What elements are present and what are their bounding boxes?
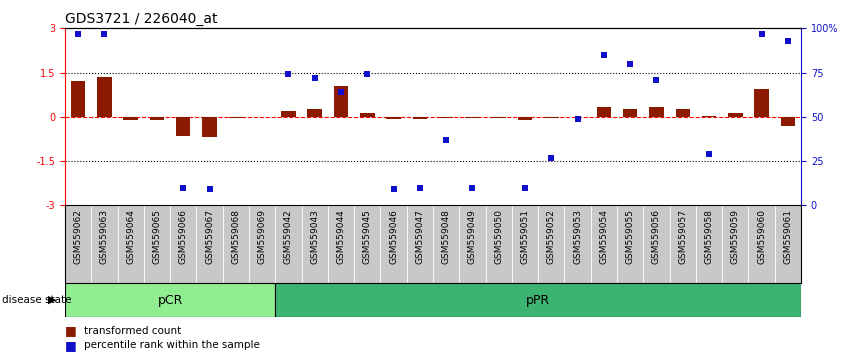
Point xyxy=(754,31,768,36)
Text: GSM559054: GSM559054 xyxy=(599,209,609,264)
Text: GSM559049: GSM559049 xyxy=(468,209,477,264)
Text: ■: ■ xyxy=(65,339,77,352)
Point xyxy=(650,77,663,82)
Bar xyxy=(333,86,348,117)
Text: GSM559048: GSM559048 xyxy=(442,209,450,264)
Bar xyxy=(71,81,86,117)
Text: disease state: disease state xyxy=(2,295,71,305)
Bar xyxy=(439,117,454,118)
Text: GSM559044: GSM559044 xyxy=(337,209,346,264)
Point xyxy=(281,72,295,77)
Bar xyxy=(571,117,585,118)
Bar xyxy=(492,117,506,118)
Bar xyxy=(386,117,401,119)
Point xyxy=(439,137,453,143)
Point xyxy=(98,31,112,36)
Bar xyxy=(281,111,295,117)
Text: GSM559064: GSM559064 xyxy=(126,209,135,264)
Text: ■: ■ xyxy=(65,325,77,337)
Text: GSM559042: GSM559042 xyxy=(284,209,293,264)
Bar xyxy=(597,107,611,117)
Bar xyxy=(124,117,138,120)
Text: GSM559061: GSM559061 xyxy=(784,209,792,264)
Bar xyxy=(780,117,795,126)
Bar xyxy=(518,117,533,120)
Point xyxy=(466,185,480,190)
Bar xyxy=(150,117,165,120)
Bar xyxy=(754,89,769,117)
Bar xyxy=(465,117,480,118)
Text: GSM559060: GSM559060 xyxy=(757,209,766,264)
Text: ▶: ▶ xyxy=(48,295,56,305)
Text: GSM559062: GSM559062 xyxy=(74,209,82,264)
Bar xyxy=(675,109,690,117)
Text: GSM559050: GSM559050 xyxy=(494,209,503,264)
Point xyxy=(571,116,585,121)
Text: GSM559059: GSM559059 xyxy=(731,209,740,264)
Bar xyxy=(701,116,716,117)
Text: GSM559057: GSM559057 xyxy=(678,209,688,264)
Bar xyxy=(650,107,663,117)
Text: percentile rank within the sample: percentile rank within the sample xyxy=(84,340,260,350)
Bar xyxy=(544,117,559,118)
Text: GSM559055: GSM559055 xyxy=(625,209,635,264)
Point xyxy=(177,185,191,190)
Point xyxy=(413,185,427,190)
Point xyxy=(545,155,559,160)
Bar xyxy=(97,77,112,117)
Point xyxy=(203,187,216,192)
Bar xyxy=(307,109,322,117)
Point xyxy=(386,187,400,192)
Text: GSM559069: GSM559069 xyxy=(257,209,267,264)
Bar xyxy=(229,117,243,118)
Text: transformed count: transformed count xyxy=(84,326,181,336)
Point xyxy=(597,52,611,58)
Text: GSM559066: GSM559066 xyxy=(178,209,188,264)
Bar xyxy=(623,109,637,117)
Text: GSM559046: GSM559046 xyxy=(389,209,398,264)
Text: GSM559053: GSM559053 xyxy=(573,209,582,264)
Point xyxy=(307,75,321,81)
Text: GSM559058: GSM559058 xyxy=(705,209,714,264)
Bar xyxy=(728,113,742,117)
Point xyxy=(624,61,637,67)
Text: GSM559045: GSM559045 xyxy=(363,209,372,264)
Point xyxy=(518,185,532,190)
Text: GSM559043: GSM559043 xyxy=(310,209,320,264)
Text: GSM559063: GSM559063 xyxy=(100,209,109,264)
Point xyxy=(71,31,85,36)
Bar xyxy=(65,283,275,317)
Bar xyxy=(412,117,427,119)
Text: pPR: pPR xyxy=(526,293,550,307)
Point xyxy=(360,72,374,77)
Point xyxy=(334,89,348,95)
Text: GDS3721 / 226040_at: GDS3721 / 226040_at xyxy=(65,12,217,26)
Point xyxy=(781,38,795,44)
Bar xyxy=(275,283,801,317)
Point xyxy=(702,151,716,157)
Bar xyxy=(176,117,191,136)
Text: GSM559051: GSM559051 xyxy=(520,209,529,264)
Bar xyxy=(203,117,216,137)
Bar xyxy=(360,113,374,117)
Text: GSM559065: GSM559065 xyxy=(152,209,161,264)
Text: GSM559047: GSM559047 xyxy=(416,209,424,264)
Text: pCR: pCR xyxy=(158,293,183,307)
Text: GSM559067: GSM559067 xyxy=(205,209,214,264)
Text: GSM559068: GSM559068 xyxy=(231,209,241,264)
Text: GSM559056: GSM559056 xyxy=(652,209,661,264)
Text: GSM559052: GSM559052 xyxy=(546,209,556,264)
